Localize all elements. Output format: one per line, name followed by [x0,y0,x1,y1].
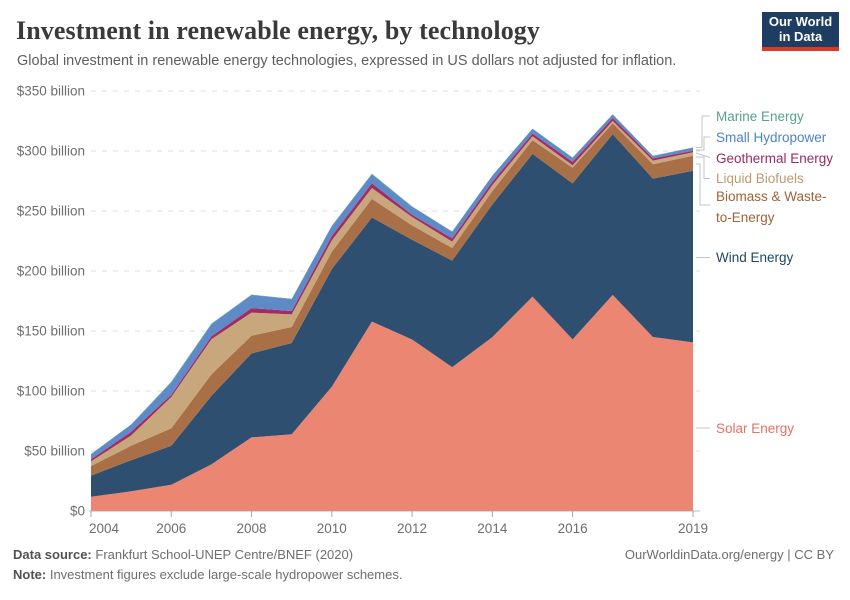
x-axis-tick-label: 2004 [89,521,120,536]
y-axis-tick-label: $50 billion [24,444,85,459]
area-liquid_biofuels[interactable] [91,120,693,467]
y-axis-tick-label: $0 [70,504,85,519]
x-axis-tick-label: 2014 [477,521,508,536]
y-axis-tick-label: $150 billion [17,324,85,339]
x-axis-tick-label: 2010 [317,521,347,536]
legend-connector-liquid_biofuels [696,156,710,179]
owid-logo-line2: in Data [778,29,823,44]
legend-connector-geothermal [695,152,711,158]
x-axis-tick-label: 2006 [156,521,186,536]
owid-logo: Our World in Data [762,12,839,51]
chart-subtitle: Global investment in renewable energy te… [17,53,677,69]
legend-connector-small_hydropower [696,136,710,151]
y-axis-tick-label: $100 billion [17,384,85,399]
legend-item-geothermal[interactable]: Geothermal Energy [716,150,834,166]
footer-divider: | [787,547,791,562]
y-axis-tick-label: $250 billion [17,204,85,219]
legend-item-wind[interactable]: Wind Energy [716,250,794,265]
area-biomass[interactable] [91,123,693,476]
data-source-label: Data source: [13,547,92,562]
legend-item-marine[interactable]: Marine Energy [716,109,804,124]
area-wind[interactable] [91,134,693,497]
legend-item-liquid_biofuels[interactable]: Liquid Biofuels [716,171,804,186]
legend-connector-biomass [696,163,710,206]
y-axis-tick-label: $350 billion [17,84,85,99]
legend-connector-marine [696,115,710,148]
footer-links: OurWorldinData.org/energy | CC BY [625,547,834,562]
owid-link[interactable]: OurWorldinData.org/energy [624,547,784,562]
legend-item-solar[interactable]: Solar Energy [716,420,795,436]
license-link[interactable]: CC BY [794,547,834,562]
owid-logo-line1: Our World [768,14,833,29]
x-axis-tick-label: 2019 [678,521,708,536]
note-text: Investment figures exclude large-scale h… [49,567,403,582]
note-label: Note: [13,567,47,582]
data-source-text: Frankfurt School-UNEP Centre/BNEF (2020) [95,547,354,562]
x-axis-tick-label: 2012 [397,521,427,536]
legend-item-small_hydropower[interactable]: Small Hydropower [716,130,827,145]
y-axis-tick-label: $300 billion [17,144,85,159]
x-axis-tick-label: 2016 [558,521,588,536]
x-axis-tick-label: 2008 [237,521,267,536]
note-line: Note: Investment figures exclude large-s… [13,567,402,582]
legend-item-biomass[interactable]: Biomass & Waste-to-Energy [716,189,827,225]
data-source-line: Data source: Frankfurt School-UNEP Centr… [13,547,353,562]
y-axis-tick-label: $200 billion [17,264,85,279]
chart-title: Investment in renewable energy, by techn… [16,16,540,45]
area-solar[interactable] [91,294,693,511]
